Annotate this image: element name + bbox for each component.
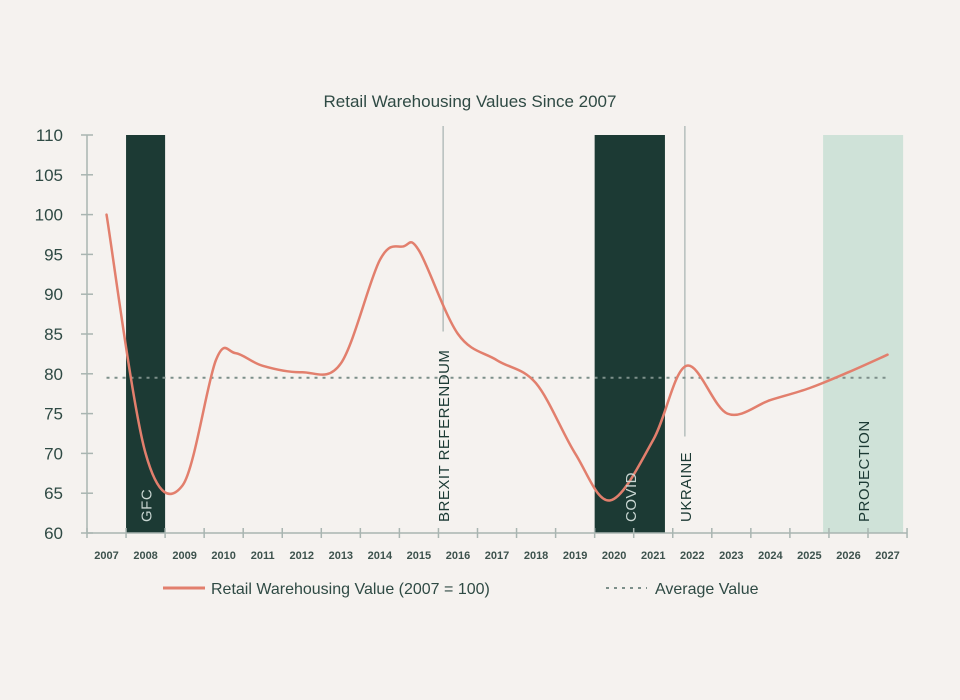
x-tick-label: 2007 — [94, 550, 118, 562]
legend: Retail Warehousing Value (2007 = 100) Av… — [163, 581, 759, 598]
x-tick-label: 2011 — [251, 550, 275, 562]
x-tick-label: 2018 — [524, 550, 548, 562]
x-tick-label: 2022 — [680, 550, 704, 562]
y-tick-label: 65 — [44, 484, 63, 503]
x-tick-label: 2024 — [758, 550, 783, 562]
x-tick-label: 2010 — [211, 550, 235, 562]
x-tick-label: 2012 — [290, 550, 314, 562]
y-tick-label: 90 — [44, 285, 63, 304]
retail-warehousing-value-line — [105, 213, 889, 502]
x-tick-label: 2021 — [641, 550, 665, 562]
x-tick-label: 2009 — [172, 550, 196, 562]
band-label: PROJECTION — [856, 420, 873, 522]
y-tick-label: 70 — [44, 444, 63, 463]
y-tick-label: 100 — [35, 206, 63, 225]
y-tick-label: 105 — [35, 166, 63, 185]
legend-label-value: Retail Warehousing Value (2007 = 100) — [211, 581, 490, 598]
y-tick-label: 110 — [36, 126, 63, 145]
x-tick-label: 2026 — [836, 550, 860, 562]
band-covid — [594, 135, 665, 533]
y-tick-label: 95 — [44, 245, 63, 264]
band-label: GFC — [139, 489, 156, 522]
band-label: COVID — [623, 472, 640, 522]
x-tick-label: 2017 — [485, 550, 509, 562]
legend-label-average: Average Value — [655, 581, 759, 598]
x-tick-label: 2027 — [875, 550, 899, 562]
x-tick-label: 2025 — [797, 550, 821, 562]
x-tick-label: 2015 — [407, 550, 431, 562]
series — [105, 213, 889, 502]
x-tick-label: 2020 — [602, 550, 626, 562]
x-tick-label: 2008 — [133, 550, 157, 562]
band-gfc — [126, 135, 166, 533]
event-lines — [442, 126, 686, 437]
x-tick-label: 2013 — [329, 550, 353, 562]
x-tick-label: 2023 — [719, 550, 743, 562]
bands — [126, 135, 904, 533]
x-tick-label: 2019 — [563, 550, 587, 562]
chart-title: Retail Warehousing Values Since 2007 — [324, 92, 617, 111]
y-tick-label: 80 — [44, 365, 63, 384]
x-tick-label: 2016 — [446, 550, 470, 562]
axes: 60 65 70 75 80 85 90 95 100 105 110 2007 2008 2009 201… — [35, 126, 908, 562]
event-label: UKRAINE — [678, 452, 695, 522]
band-projection — [823, 135, 904, 533]
event-label: BREXIT REFERENDUM — [436, 350, 453, 522]
y-tick-label: 60 — [44, 524, 63, 543]
y-tick-label: 85 — [44, 325, 63, 344]
x-tick-label: 2014 — [368, 550, 393, 562]
y-tick-label: 75 — [44, 405, 63, 424]
band-labels: GFC COVID PROJECTION BREXIT REFERENDUM UKRAI… — [139, 350, 874, 522]
